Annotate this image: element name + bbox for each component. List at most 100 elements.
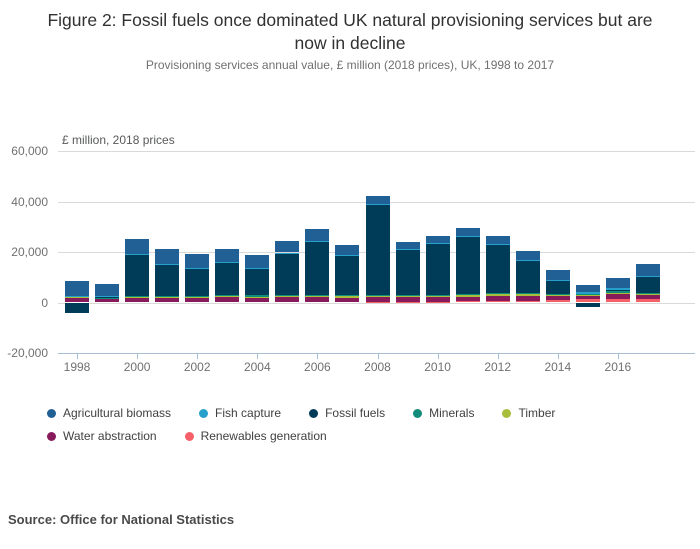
bar-segment[interactable] — [485, 300, 510, 303]
bar-segment[interactable] — [215, 262, 240, 295]
bar-segment[interactable] — [155, 297, 180, 303]
bar-segment[interactable] — [125, 253, 150, 297]
bar-segment[interactable] — [335, 295, 360, 297]
bar-segment[interactable] — [65, 296, 89, 299]
bar-segment[interactable] — [635, 299, 660, 303]
bar-segment[interactable] — [215, 296, 240, 303]
bar-segment[interactable] — [515, 260, 540, 294]
bar-segment[interactable] — [305, 297, 330, 303]
bar-segment[interactable] — [455, 236, 480, 295]
bar-segment[interactable] — [515, 300, 540, 303]
bar-segment[interactable] — [395, 295, 420, 297]
bar-segment[interactable] — [575, 295, 600, 296]
bar-segment[interactable] — [605, 299, 630, 303]
bar-segment[interactable] — [305, 241, 330, 295]
bar-segment[interactable] — [65, 296, 89, 297]
bar-segment[interactable] — [365, 301, 390, 303]
bar-segment[interactable] — [395, 242, 420, 249]
bar-segment[interactable] — [125, 296, 150, 298]
bar-segment[interactable] — [635, 277, 660, 293]
bar-segment[interactable] — [545, 293, 570, 295]
bar-segment[interactable] — [455, 294, 480, 296]
bar-segment[interactable] — [245, 254, 270, 268]
bar-segment[interactable] — [65, 280, 89, 296]
bar-segment[interactable] — [425, 294, 450, 296]
bar-segment[interactable] — [95, 283, 120, 297]
bar-segment[interactable] — [185, 254, 210, 269]
bar-segment[interactable] — [95, 297, 120, 299]
bar-segment[interactable] — [605, 290, 630, 293]
legend-item-minerals[interactable]: Minerals — [413, 406, 474, 420]
bar-segment[interactable] — [335, 297, 360, 303]
bar-segment[interactable] — [365, 296, 390, 302]
bar-segment[interactable] — [155, 296, 180, 298]
bar-segment[interactable] — [125, 238, 150, 254]
legend-item-water-abstraction[interactable]: Water abstraction — [47, 429, 157, 443]
legend-item-timber[interactable]: Timber — [502, 406, 555, 420]
bar-segment[interactable] — [635, 295, 660, 300]
bar-segment[interactable] — [245, 295, 270, 297]
bar-segment[interactable] — [635, 263, 660, 277]
bar-segment[interactable] — [395, 248, 420, 295]
bar-segment[interactable] — [575, 299, 600, 303]
bar-segment[interactable] — [545, 300, 570, 303]
bar-segment[interactable] — [215, 294, 240, 296]
bar-segment[interactable] — [305, 295, 330, 298]
bar-segment[interactable] — [425, 296, 450, 302]
bar-segment[interactable] — [575, 292, 600, 294]
bar-segment[interactable] — [515, 295, 540, 301]
bar-segment[interactable] — [485, 293, 510, 295]
bar-segment[interactable] — [125, 297, 150, 299]
bar-segment[interactable] — [545, 279, 570, 294]
bar-segment[interactable] — [95, 298, 120, 299]
bar-segment[interactable] — [95, 298, 120, 303]
bar-segment[interactable] — [455, 227, 480, 237]
bar-segment[interactable] — [635, 294, 660, 296]
bar-segment[interactable] — [635, 276, 660, 278]
bar-segment[interactable] — [245, 297, 270, 303]
bar-segment[interactable] — [305, 294, 330, 296]
bar-segment[interactable] — [215, 248, 240, 263]
bar-segment[interactable] — [185, 297, 210, 303]
bar-segment[interactable] — [275, 294, 300, 296]
bar-segment[interactable] — [395, 301, 420, 303]
bar-segment[interactable] — [425, 295, 450, 297]
bar-segment[interactable] — [335, 296, 360, 298]
bar-segment[interactable] — [575, 302, 600, 308]
bar-segment[interactable] — [185, 296, 210, 298]
bar-segment[interactable] — [335, 244, 360, 256]
bar-segment[interactable] — [275, 297, 300, 303]
bar-segment[interactable] — [155, 263, 180, 296]
bar-segment[interactable] — [65, 298, 89, 303]
bar-segment[interactable] — [545, 269, 570, 280]
bar-segment[interactable] — [185, 295, 210, 297]
bar-segment[interactable] — [485, 244, 510, 294]
bar-segment[interactable] — [215, 295, 240, 297]
bar-segment[interactable] — [575, 285, 600, 293]
legend-item-fossil-fuels[interactable]: Fossil fuels — [309, 406, 385, 420]
bar-segment[interactable] — [365, 295, 390, 297]
bar-segment[interactable] — [605, 290, 630, 291]
bar-segment[interactable] — [515, 293, 540, 295]
bar-segment[interactable] — [425, 301, 450, 303]
bar-segment[interactable] — [125, 298, 150, 303]
bar-segment[interactable] — [515, 251, 540, 261]
bar-segment[interactable] — [395, 296, 420, 302]
bar-segment[interactable] — [485, 295, 510, 301]
bar-segment[interactable] — [425, 236, 450, 243]
bar-segment[interactable] — [275, 252, 300, 295]
bar-segment[interactable] — [365, 294, 390, 296]
bar-segment[interactable] — [545, 295, 570, 301]
bar-segment[interactable] — [605, 293, 630, 300]
bar-segment[interactable] — [245, 268, 270, 296]
bar-segment[interactable] — [335, 255, 360, 296]
bar-segment[interactable] — [515, 294, 540, 296]
bar-segment[interactable] — [155, 249, 180, 264]
bar-segment[interactable] — [545, 294, 570, 296]
bar-segment[interactable] — [155, 295, 180, 297]
bar-segment[interactable] — [575, 295, 600, 300]
bar-segment[interactable] — [605, 292, 630, 294]
legend-item-renewables-generation[interactable]: Renewables generation — [184, 429, 327, 443]
bar-segment[interactable] — [95, 296, 120, 298]
bar-segment[interactable] — [65, 302, 89, 314]
